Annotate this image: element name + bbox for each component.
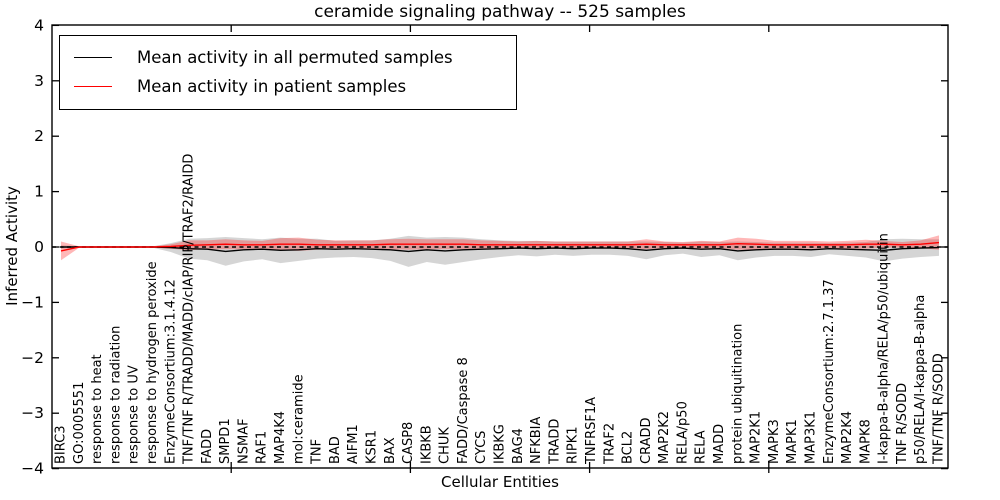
legend-item-patient: Mean activity in patient samples <box>70 72 506 101</box>
entity-label: MAPK3 <box>767 419 782 464</box>
entity-label: CASP8 <box>401 422 416 464</box>
entity-label: GO:0005551 <box>72 382 87 464</box>
legend-label-permuted: Mean activity in all permuted samples <box>137 48 453 67</box>
permuted-line-swatch-icon <box>74 57 112 58</box>
entity-label: BAD <box>328 436 343 464</box>
entity-label: p50/RELA/I-kappa-B-alpha <box>913 295 928 464</box>
entity-label: AIFM1 <box>346 424 361 464</box>
entity-label: TNF <box>310 439 325 465</box>
y-tick-label: −4 <box>21 460 44 478</box>
permuted-mean-line <box>61 246 940 253</box>
entity-label: FADD/Caspase 8 <box>456 357 471 464</box>
entity-label: MAP2K4 <box>840 411 855 464</box>
y-tick-label: 2 <box>34 127 44 145</box>
patient-band <box>61 235 939 261</box>
entity-label: NSMAF <box>236 418 251 464</box>
entity-label: CYCS <box>474 431 489 464</box>
entity-label: BIRC3 <box>54 426 69 465</box>
entity-labels: BIRC3 GO:0005551 response to heat response … <box>54 154 947 465</box>
y-tick-label: 4 <box>34 16 44 34</box>
entity-label: TRADD <box>547 419 562 465</box>
entity-label: TNFRSF1A <box>584 397 599 465</box>
entity-label: MAP4K4 <box>273 411 288 464</box>
entity-label: TNF R/SODD <box>895 383 910 465</box>
entity-label: response to hydrogen peroxide <box>145 261 160 464</box>
entity-label: NFKBIA <box>529 417 544 464</box>
y-tick-label: −2 <box>21 349 44 367</box>
entity-label: MAP2K1 <box>749 411 764 464</box>
entity-label: RAF1 <box>255 431 270 464</box>
entity-label: MAPK8 <box>858 419 873 464</box>
y-tick-label: −1 <box>21 293 44 311</box>
entity-label: MAP2K2 <box>657 411 672 464</box>
entity-label: TRAF2 <box>602 423 617 465</box>
entity-label: SMPD1 <box>218 418 233 464</box>
entity-label: CHUK <box>438 427 453 464</box>
x-ticks <box>230 25 770 473</box>
entity-label: FADD <box>200 429 215 464</box>
entity-label: BAG4 <box>511 428 526 464</box>
entity-label: BAX <box>383 437 398 464</box>
y-tick-label: −3 <box>21 404 44 422</box>
y-tick-label: 0 <box>34 238 44 256</box>
entity-label: IKBKB <box>419 425 434 464</box>
entity-label: TNF/TNF R/TRADD/MADD/cIAP/RIP/TRAF2/RAID… <box>182 154 197 465</box>
entity-label: RELA/p50 <box>675 401 690 464</box>
entity-label: CRADD <box>639 418 654 465</box>
entity-label: RIPK1 <box>566 426 581 464</box>
entity-label: protein ubiquitination <box>730 324 745 464</box>
patient-line-swatch-icon <box>74 86 112 87</box>
entity-label: BCL2 <box>621 431 636 464</box>
entity-label: mol:ceramide <box>291 374 306 464</box>
legend-label-patient: Mean activity in patient samples <box>137 77 407 96</box>
entity-label: MAP3K1 <box>803 411 818 464</box>
y-ticks: 4 3 2 1 0 −1 −2 −3 −4 <box>21 16 948 478</box>
entity-label: response to heat <box>90 354 105 464</box>
entity-label: response to radiation <box>108 326 123 464</box>
entity-label: TNF/TNF R/SODD <box>932 353 947 465</box>
legend: Mean activity in all permuted samples Me… <box>59 35 517 110</box>
entity-label: KSR1 <box>364 430 379 464</box>
y-tick-label: 3 <box>34 72 44 90</box>
entity-label: I-kappa-B-alpha/RELA/p50/ubiquitin <box>877 233 892 464</box>
entity-label: MADD <box>712 424 727 464</box>
entity-label: response to UV <box>127 365 142 464</box>
x-axis-label: Cellular Entities <box>441 473 559 491</box>
entity-label: IKBKG <box>493 424 508 464</box>
patient-mean-line <box>60 241 940 252</box>
chart-title: ceramide signaling pathway -- 525 sample… <box>314 2 686 22</box>
legend-item-permuted: Mean activity in all permuted samples <box>70 43 506 72</box>
y-tick-label: 1 <box>34 183 44 201</box>
entity-label: RELA <box>694 430 709 464</box>
entity-label: EnzymeConsortium:3.1.4.12 <box>163 279 178 464</box>
entity-label: EnzymeConsortium:2.7.1.37 <box>822 279 837 464</box>
entity-label: MAPK1 <box>785 419 800 464</box>
